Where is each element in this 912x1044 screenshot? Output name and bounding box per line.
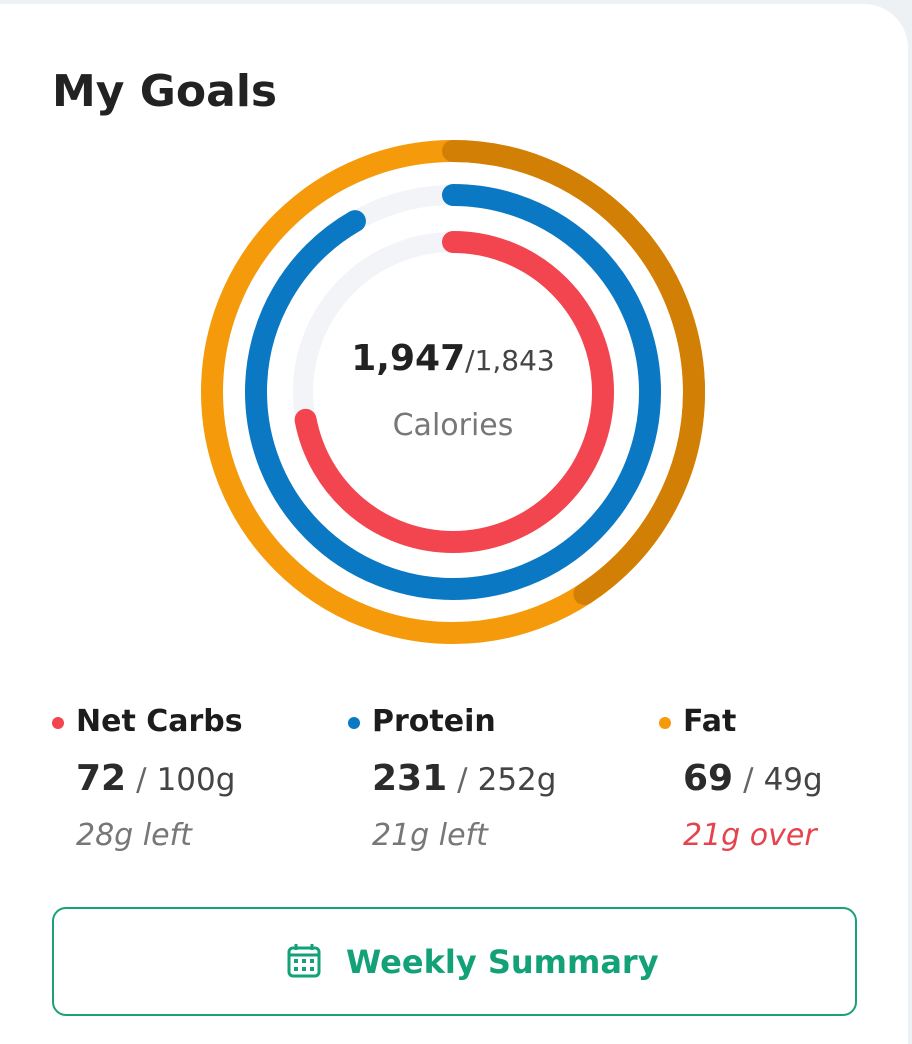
macro-status: 28g left — [76, 818, 192, 853]
macro-name: Protein — [372, 704, 496, 739]
macro-ring — [292, 231, 614, 553]
legend-dot — [659, 717, 671, 729]
macro-goal: 252g — [477, 762, 557, 798]
macro-status: 21g over — [683, 818, 817, 853]
macro-separator: / — [136, 762, 147, 798]
calories-separator: / — [465, 344, 475, 377]
goals-card: My Goals 1,947/1,843 Calories Net Carbs 7… — [0, 4, 908, 1044]
macro-current: 231 — [372, 758, 448, 799]
macro-value: 231/252g — [372, 758, 556, 799]
macro-goal: 49g — [763, 762, 823, 798]
macro-status: 21g left — [372, 818, 488, 853]
macro-value: 69/49g — [683, 758, 823, 799]
legend-dot — [52, 717, 64, 729]
calories-goal: 1,843 — [474, 344, 555, 377]
legend-dot — [348, 717, 360, 729]
calendar-icon — [287, 944, 321, 978]
macro-current: 72 — [76, 758, 127, 799]
rings — [201, 140, 705, 644]
calories-label: Calories — [392, 408, 514, 443]
macro-current: 69 — [683, 758, 734, 799]
macro-separator: / — [743, 762, 754, 798]
macro-value: 72/100g — [76, 758, 235, 799]
card-title: My Goals — [52, 66, 278, 117]
macro-name: Net Carbs — [76, 704, 243, 739]
calories-consumed: 1,947 — [351, 338, 466, 379]
macro-separator: / — [457, 762, 468, 798]
weekly-summary-button[interactable]: Weekly Summary — [52, 907, 857, 1016]
calorie-count: 1,947/1,843 — [0, 338, 906, 379]
macro-name: Fat — [683, 704, 737, 739]
macro-goal: 100g — [156, 762, 236, 798]
macro-ring-over — [201, 140, 705, 644]
button-label[interactable]: Weekly Summary — [346, 943, 659, 981]
macro-ring — [245, 184, 661, 600]
